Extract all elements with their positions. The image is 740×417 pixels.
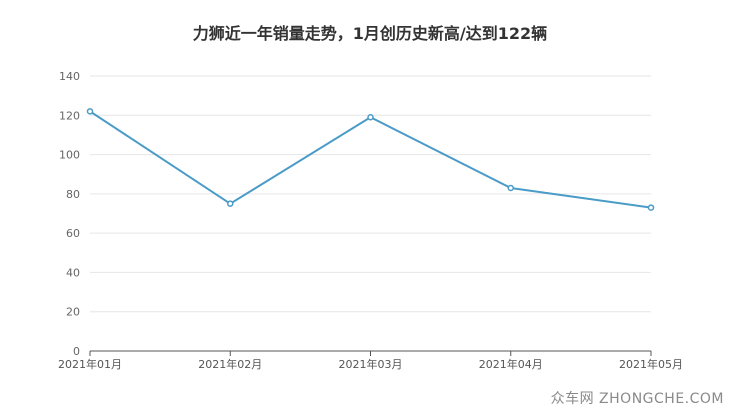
series — [86, 108, 655, 211]
y-tick-label: 60 — [66, 227, 80, 240]
x-axis: 2021年01月 2021年02月 2021年03月 2021年04月 2021年05月 — [58, 350, 683, 371]
y-tick-label: 40 — [66, 266, 80, 279]
y-tick-label: 80 — [66, 188, 80, 201]
y-tick-label: 0 — [73, 345, 80, 358]
gridlines — [90, 75, 651, 313]
data-point — [86, 108, 94, 115]
x-tick-label: 2021年01月 — [58, 357, 122, 371]
y-axis: 0 20 40 60 80 100 120 140 — [59, 70, 80, 358]
series-line — [89, 110, 652, 209]
x-tick-label: 2021年05月 — [619, 357, 683, 371]
watermark-logo: 众车网 ZHONGCHE.COM — [550, 391, 724, 407]
y-tick-label: 140 — [59, 70, 80, 83]
x-tick-label: 2021年02月 — [198, 357, 262, 371]
data-point — [507, 184, 514, 192]
x-tick-label: 2021年04月 — [479, 357, 543, 371]
y-tick-label: 100 — [59, 149, 80, 162]
y-tick-label: 20 — [66, 306, 80, 319]
chart-title: 力狮近一年销量走势，1月创历史新高/达到122辆 — [192, 24, 548, 43]
data-point — [367, 114, 374, 121]
x-tick-label: 2021年03月 — [339, 357, 403, 371]
data-point — [227, 200, 234, 207]
y-tick-label: 120 — [59, 109, 80, 122]
data-point — [647, 204, 655, 211]
